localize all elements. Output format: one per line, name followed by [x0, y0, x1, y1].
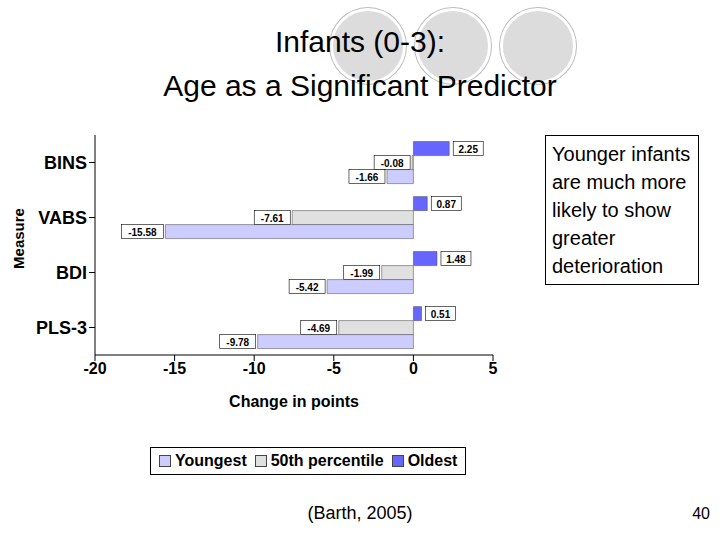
svg-text:2.25: 2.25 — [458, 144, 478, 155]
html-text:Age as a Significant Predictor: Age as a Significant Predictor — [163, 69, 557, 102]
svg-text:-0.08: -0.08 — [381, 158, 404, 169]
svg-text:BDI: BDI — [56, 263, 87, 283]
svg-text:1.48: 1.48 — [446, 254, 466, 265]
svg-text:5: 5 — [489, 360, 498, 377]
svg-text:Change in points: Change in points — [229, 393, 359, 410]
html-text:Measure: Measure — [9, 208, 27, 269]
html-text:50th percentile: 50th percentile — [270, 452, 384, 469]
svg-text:-10: -10 — [243, 360, 266, 377]
html-text:Infants (0-3):: Infants (0-3): — [275, 25, 445, 58]
svg-text:-15.58: -15.58 — [128, 227, 157, 238]
svg-text:0: 0 — [409, 360, 418, 377]
html-text:(Barth, 2005): (Barth, 2005) — [307, 503, 413, 523]
svg-text:-4.69: -4.69 — [307, 323, 330, 334]
html-text:Younger infants are much more: Younger infants are much more likely to … — [552, 143, 691, 277]
svg-text:BINS: BINS — [44, 153, 87, 173]
html-text:Youngest: Youngest — [175, 452, 247, 469]
svg-text:-7.61: -7.61 — [261, 213, 284, 224]
svg-text:VABS: VABS — [38, 208, 87, 228]
html-text:40: 40 — [692, 505, 710, 522]
svg-text:-20: -20 — [83, 360, 106, 377]
svg-text:-5.42: -5.42 — [296, 282, 319, 293]
svg-text:-1.99: -1.99 — [350, 268, 373, 279]
svg-text:0.51: 0.51 — [431, 309, 451, 320]
svg-text:-15: -15 — [163, 360, 186, 377]
svg-text:-5: -5 — [327, 360, 341, 377]
svg-text:-9.78: -9.78 — [226, 337, 249, 348]
html-text:Oldest: Oldest — [407, 452, 458, 469]
svg-text:-1.66: -1.66 — [356, 172, 379, 183]
svg-text:0.87: 0.87 — [437, 199, 457, 210]
svg-text:PLS-3: PLS-3 — [36, 318, 87, 338]
